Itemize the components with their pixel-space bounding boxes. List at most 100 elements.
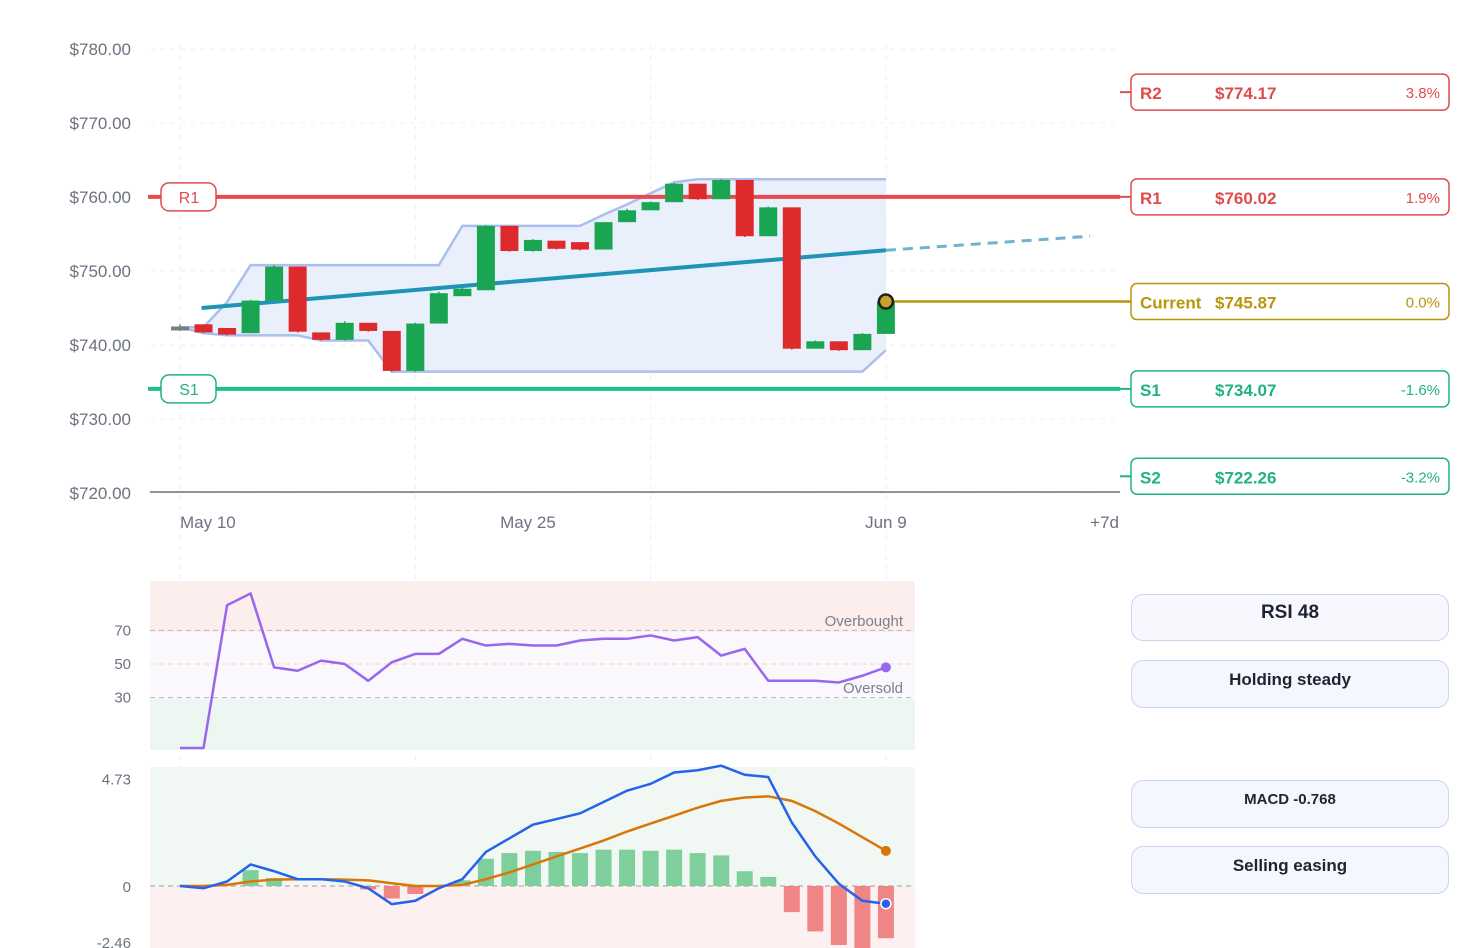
level-badge-price: $760.02 xyxy=(1215,189,1276,208)
price-tick-label: $770.00 xyxy=(70,114,131,133)
candle-body xyxy=(171,326,189,331)
macd-histogram-bar xyxy=(760,876,777,886)
price-channel-area xyxy=(180,179,886,372)
macd-histogram-bar xyxy=(736,871,753,886)
level-badge-r2 xyxy=(1130,73,1450,111)
macd-status-card: Selling easing xyxy=(1131,846,1449,894)
candle-body xyxy=(712,179,731,200)
level-badge-price: $734.07 xyxy=(1215,381,1276,400)
candle-body xyxy=(218,327,237,335)
macd-last-point xyxy=(880,897,892,910)
macd-value-card: MACD -0.768 xyxy=(1131,780,1449,828)
rsi-tick-label: 50 xyxy=(114,656,131,673)
candle-body xyxy=(429,293,448,324)
level-badge-price: $745.87 xyxy=(1215,294,1276,313)
macd-histogram-bar xyxy=(242,870,259,886)
macd-histogram-bar xyxy=(454,880,471,886)
price-tick-label: $760.00 xyxy=(70,188,131,207)
macd-histogram-bar xyxy=(266,878,283,886)
macd-histogram-bar xyxy=(689,853,706,886)
macd-histogram-bar xyxy=(830,886,847,946)
candle-body xyxy=(359,322,378,331)
channel-upper-line xyxy=(180,177,886,329)
rsi-tick-label: 30 xyxy=(114,690,131,707)
level-tag-text: R1 xyxy=(179,190,200,207)
level-badge-label: S2 xyxy=(1140,468,1161,487)
level-badge-pct: 1.9% xyxy=(1406,190,1440,207)
price-tick-label: $750.00 xyxy=(70,262,131,281)
rsi-status-label: Holding steady xyxy=(1229,670,1351,689)
level-badge-pct: 0.0% xyxy=(1406,295,1440,312)
candle-body xyxy=(523,239,542,252)
x-axis-label: May 25 xyxy=(500,513,556,532)
x-axis-label: May 10 xyxy=(180,513,236,532)
candle-body xyxy=(547,240,566,249)
candle-body xyxy=(312,332,331,340)
rsi-last-point xyxy=(880,662,891,673)
macd-status-label: Selling easing xyxy=(1232,856,1348,875)
level-badge-pct: 3.8% xyxy=(1406,85,1440,102)
candle-body xyxy=(288,266,307,332)
candle-body xyxy=(500,225,519,252)
level-badge-price: $774.17 xyxy=(1215,84,1276,103)
price-tick-label: $780.00 xyxy=(70,40,131,59)
level-badge-s1 xyxy=(1130,370,1450,408)
candle-body xyxy=(641,202,660,211)
candle-body xyxy=(476,225,495,291)
candle-body xyxy=(876,301,895,334)
macd-tick-label: 4.73 xyxy=(102,772,131,789)
candle-body xyxy=(618,210,637,223)
level-badge-label: S1 xyxy=(1140,381,1161,400)
trend-projection-line xyxy=(885,234,1091,252)
macd-histogram-bar xyxy=(501,853,518,886)
candle-body xyxy=(665,183,684,203)
level-badge-r1 xyxy=(1130,178,1450,216)
macd-signal-last-point xyxy=(880,845,891,856)
level-badge-label: R2 xyxy=(1140,84,1162,103)
price-tick-label: $740.00 xyxy=(70,336,131,355)
macd-negative-zone xyxy=(150,886,915,948)
macd-tick-label: 0 xyxy=(123,879,131,896)
macd-histogram-bar xyxy=(807,886,824,932)
candle-body xyxy=(382,330,401,371)
candle-body xyxy=(571,242,590,250)
level-badge-label: R1 xyxy=(1140,189,1162,208)
candle-body xyxy=(241,300,260,334)
macd-histogram-bar xyxy=(524,850,541,886)
macd-tick-label: -2.46 xyxy=(97,935,131,948)
candle-body xyxy=(194,324,213,333)
level-badge-price: $722.26 xyxy=(1215,468,1276,487)
candle-body xyxy=(688,183,707,200)
macd-value-label: MACD -0.768 xyxy=(1244,791,1336,808)
candle-body xyxy=(594,222,613,250)
macd-histogram-bar xyxy=(383,886,400,899)
macd-histogram-bar xyxy=(713,855,730,886)
level-badge-s2 xyxy=(1130,457,1450,496)
rsi-line xyxy=(180,592,887,750)
macd-histogram-bar xyxy=(877,886,894,939)
macd-histogram-bar xyxy=(548,851,565,886)
current-price-marker xyxy=(877,293,895,310)
level-badge-label: Current xyxy=(1140,294,1202,313)
rsi-overbought-zone xyxy=(150,581,915,632)
level-badge-pct: -1.6% xyxy=(1401,382,1440,399)
candle-body xyxy=(453,288,472,297)
candle-body xyxy=(335,322,354,340)
level-tag-s1 xyxy=(160,374,217,404)
price-tick-label: $730.00 xyxy=(70,410,131,429)
candle-body xyxy=(265,266,284,301)
level-badge-pct: -3.2% xyxy=(1401,469,1440,486)
macd-histogram-bar xyxy=(477,858,494,886)
candle-body xyxy=(759,207,778,237)
rsi-overbought-label: Overbought xyxy=(825,613,904,630)
trend-line xyxy=(201,248,887,310)
macd-histogram-bar xyxy=(407,886,424,894)
macd-line xyxy=(179,764,887,906)
candle-body xyxy=(782,207,801,349)
macd-histogram-bar xyxy=(572,853,589,886)
rsi-oversold-label: Oversold xyxy=(843,680,903,697)
candle-body xyxy=(735,179,754,237)
rsi-status-card: Holding steady xyxy=(1131,660,1449,708)
candle-body xyxy=(406,323,425,371)
